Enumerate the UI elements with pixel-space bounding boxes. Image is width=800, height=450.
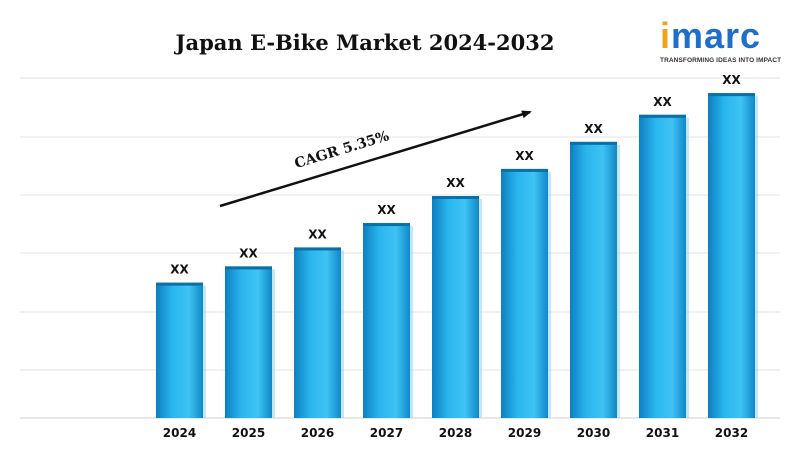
logo-letter-i: i [660, 15, 672, 56]
bar [708, 93, 755, 418]
bar-data-label: XX [239, 246, 258, 260]
imarc-logo: imarc TRANSFORMING IDEAS INTO IMPACT [660, 18, 786, 65]
bar [501, 168, 548, 418]
bar-data-label: XX [653, 95, 672, 109]
bar-top-edge [225, 266, 272, 270]
logo-tagline: TRANSFORMING IDEAS INTO IMPACT [660, 57, 782, 64]
cagr-arrow [219, 110, 532, 208]
x-tick-label: 2024 [163, 426, 196, 440]
x-tick-label: 2025 [232, 426, 265, 440]
cagr-label: CAGR 5.35% [293, 128, 391, 172]
chart-title: Japan E-Bike Market 2024-2032 [175, 30, 555, 55]
bar-data-label: XX [170, 263, 189, 277]
bar [363, 223, 410, 418]
bar-data-label: XX [722, 73, 741, 87]
bar-data-label: XX [308, 227, 327, 241]
logo-letters: marc [671, 15, 762, 56]
bar-data-label: XX [515, 149, 534, 163]
bar-data-label: XX [584, 122, 603, 136]
bar-top-edge [294, 247, 341, 251]
bar [432, 196, 479, 418]
bar-top-edge [708, 93, 755, 97]
x-tick-label: 2030 [577, 426, 610, 440]
bar-data-label: XX [377, 203, 396, 217]
bar-top-edge [363, 223, 410, 227]
bar [570, 141, 617, 419]
x-tick-label: 2026 [301, 426, 334, 440]
bar [156, 282, 203, 418]
x-tick-label: 2028 [439, 426, 472, 440]
x-tick-label: 2029 [508, 426, 541, 440]
bar-data-label: XX [446, 176, 465, 190]
bar-top-edge [156, 282, 203, 286]
logo-wordmark: imarc [660, 18, 786, 54]
bar-top-edge [639, 114, 686, 118]
bar [639, 114, 686, 418]
x-tick-label: 2027 [370, 426, 403, 440]
bar [225, 266, 272, 418]
bar [294, 247, 341, 418]
x-tick-label: 2032 [715, 426, 748, 440]
bar-top-edge [570, 141, 617, 145]
bar-top-edge [501, 168, 548, 172]
bar-top-edge [432, 196, 479, 199]
x-tick-label: 2031 [646, 426, 679, 440]
